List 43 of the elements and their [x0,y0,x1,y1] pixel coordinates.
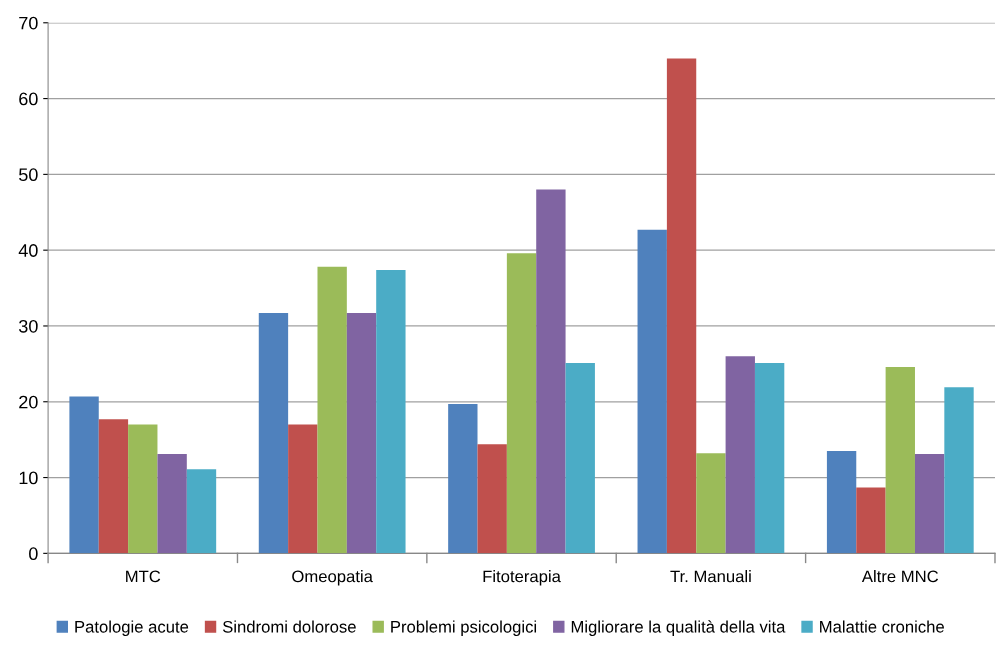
legend-label: Patologie acute [75,620,189,636]
bar [128,424,158,554]
x-tick-label: Fitoterapia [483,570,561,586]
bar [856,487,886,554]
x-tick-label: Altre MNC [861,570,939,583]
bar [754,363,785,554]
y-tick-label: 60 [19,92,38,106]
legend-label: Migliorare la qualità della vita [571,620,786,636]
y-tick-label: 50 [19,168,38,182]
bar [536,189,566,554]
bar [944,387,974,554]
bar [346,313,377,554]
y-tick-label: 20 [19,395,38,409]
y-tick-label: 10 [19,471,38,485]
bar [69,396,99,554]
bar [258,313,289,554]
bar [826,451,857,554]
bar [725,356,755,554]
bar [666,58,697,554]
legend-label: Problemi psicologici [391,620,537,636]
bar [186,469,217,554]
bar [317,266,347,554]
bar [637,229,667,554]
x-tick-label: Tr. Manuali [670,570,751,583]
y-tick-label: 70 [19,16,38,30]
bar [506,253,537,554]
bar [157,454,187,554]
y-tick-label: 30 [18,319,38,333]
bar [914,454,945,554]
legend-label: Malattie croniche [820,620,944,633]
y-tick-label: 0 [29,547,38,561]
y-tick-label: 40 [18,244,38,257]
bar [448,404,478,554]
bar [98,419,129,554]
bar [565,363,595,554]
x-tick-label: Omeopatia [292,570,373,586]
bar [696,453,726,554]
bar [288,424,318,554]
bar [885,366,915,554]
x-tick-label: MTC [126,570,161,583]
bar [376,269,406,554]
bar [477,444,507,554]
legend-label: Sindromi dolorose [222,620,356,633]
